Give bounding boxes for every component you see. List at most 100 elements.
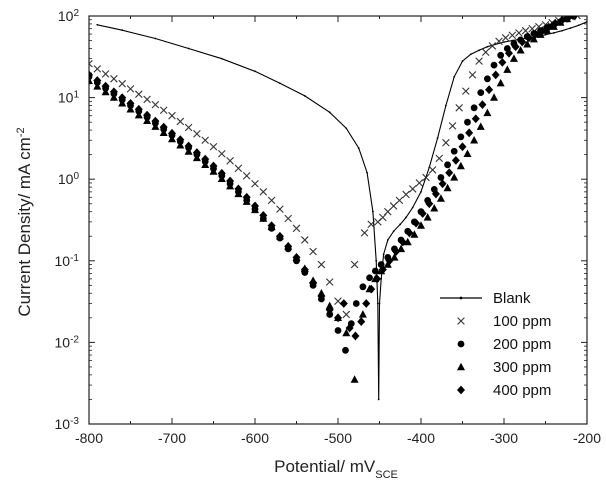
data-point (435, 154, 444, 163)
data-point (351, 331, 360, 341)
data-point (397, 244, 406, 253)
data-point (184, 147, 193, 155)
data-point (376, 302, 379, 305)
x-marker-stroke (292, 224, 301, 233)
data-point (193, 130, 201, 138)
data-point (209, 167, 218, 175)
data-point (551, 19, 560, 28)
y-tick-base: 10 (55, 253, 71, 269)
data-point (325, 301, 334, 310)
data-point (430, 203, 439, 212)
data-point (159, 106, 168, 115)
x-tick-label: -300 (490, 430, 518, 446)
data-point (226, 181, 235, 190)
data-point (101, 87, 110, 96)
data-point (403, 237, 412, 246)
x-marker-stroke (408, 185, 417, 193)
data-point (468, 71, 477, 79)
data-point (478, 49, 480, 52)
data-point (389, 202, 398, 210)
x-marker-stroke (89, 62, 93, 68)
data-point (561, 29, 563, 32)
data-point (352, 300, 360, 307)
data-point (201, 160, 210, 169)
data-point (543, 26, 552, 34)
x-marker-stroke (159, 106, 168, 115)
x-marker-stroke (475, 57, 483, 65)
data-point (317, 260, 326, 269)
data-point (515, 29, 523, 37)
x-ticks: -800 -700 -600 -500 -400 -300 -200 (75, 16, 601, 446)
data-point (448, 122, 457, 130)
data-point (251, 179, 259, 188)
data-point (334, 327, 342, 334)
data-point (350, 260, 359, 269)
data-point (220, 57, 223, 60)
data-point (126, 98, 135, 108)
data-point (536, 30, 545, 38)
data-point (126, 104, 135, 113)
x-marker-stroke (488, 42, 497, 50)
data-point (366, 171, 368, 174)
data-point (218, 149, 226, 158)
data-point (469, 53, 472, 56)
data-point (503, 41, 505, 43)
data-point (151, 122, 160, 130)
series-layer (89, 16, 587, 401)
y-tick-label: 10-1 (55, 252, 80, 269)
data-point (531, 29, 540, 39)
data-point (488, 42, 497, 50)
data-point (436, 137, 439, 139)
data-point (495, 37, 503, 46)
x-marker-stroke (209, 142, 218, 151)
data-point (345, 127, 348, 130)
data-point (168, 111, 176, 120)
data-point (121, 29, 124, 32)
data-point (384, 207, 392, 216)
legend-marker (457, 362, 465, 371)
data-point (357, 317, 366, 326)
data-point (498, 58, 507, 67)
data-point (350, 375, 359, 383)
data-point (143, 110, 152, 120)
data-point (328, 111, 331, 114)
y-tick-base: 10 (55, 334, 71, 350)
x-marker-stroke (259, 188, 268, 196)
data-point (192, 148, 201, 157)
x-marker-stroke (495, 37, 503, 46)
data-point (402, 190, 410, 199)
data-point (478, 100, 487, 110)
data-point (436, 194, 445, 202)
legend-label: 400 ppm (493, 382, 551, 399)
data-point (267, 196, 276, 205)
data-point (483, 108, 492, 117)
data-point (378, 302, 381, 305)
legend-item: 100 ppm (457, 313, 551, 330)
data-point (437, 174, 445, 181)
data-point (470, 104, 478, 112)
data-point (461, 60, 464, 63)
x-marker-stroke (515, 29, 523, 37)
data-point (490, 61, 498, 69)
data-point (405, 216, 407, 219)
data-point (242, 172, 251, 180)
data-point (371, 210, 374, 213)
x-marker-stroke (135, 90, 143, 99)
data-point (176, 141, 185, 149)
data-point (398, 237, 407, 247)
x-tick-label: -800 (75, 430, 103, 446)
y-axis-title-group: Current Density/ mA cm-2 (15, 127, 34, 316)
data-point (484, 75, 491, 83)
x-marker-stroke (428, 166, 437, 174)
data-point (470, 135, 479, 144)
data-point (371, 267, 379, 275)
data-point (93, 76, 102, 85)
data-point (425, 199, 434, 209)
data-point (569, 27, 572, 30)
data-point (276, 205, 284, 213)
x-marker-stroke (442, 138, 450, 147)
legend-marker (457, 317, 465, 325)
data-point (386, 239, 389, 241)
data-point (485, 85, 494, 95)
x-marker-stroke (389, 202, 398, 210)
